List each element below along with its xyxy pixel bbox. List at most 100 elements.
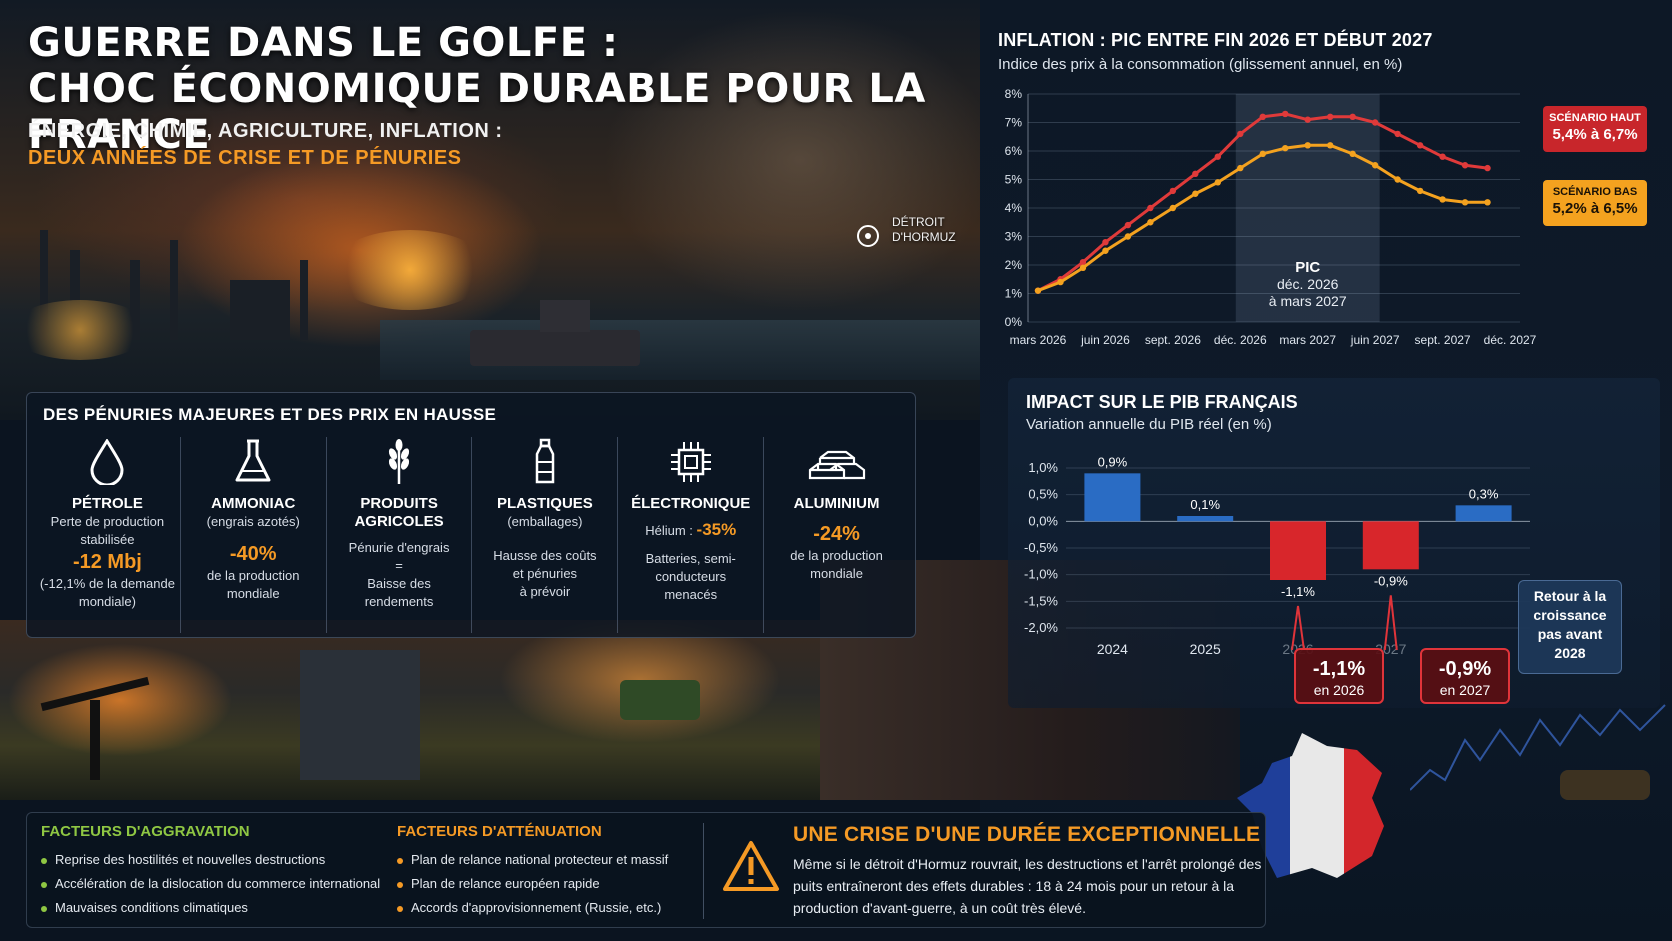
attenuation-item: Plan de relance européen rapide: [397, 872, 668, 896]
oil-tanker-bridge: [540, 300, 590, 332]
chip-icon: [618, 437, 763, 487]
scenario-high-point: [1124, 221, 1132, 229]
scenario-high-badge: SCÉNARIO HAUT 5,4% à 6,7%: [1543, 106, 1647, 152]
electronics-line-2: conducteurs: [655, 569, 727, 584]
y-tick-label: 8%: [1005, 87, 1023, 101]
fire-glow: [330, 230, 490, 310]
scenario-low-range: 5,2% à 6,5%: [1552, 200, 1638, 217]
scenario-low-point: [1192, 190, 1199, 197]
shortages-panel: DES PÉNURIES MAJEURES ET DES PRIX EN HAU…: [26, 392, 916, 638]
scenario-high-point: [1147, 204, 1154, 212]
return-to-growth-box: Retour à la croissance pas avant 2028: [1518, 580, 1622, 674]
aluminium-value: -24%: [813, 523, 860, 545]
x-tick-label: déc. 2026: [1214, 333, 1267, 347]
aggravation-title: FACTEURS D'AGGRAVATION: [41, 823, 250, 840]
oil-value: -12 Mbj: [72, 551, 142, 573]
gdp-bar-2026: [1270, 521, 1326, 580]
electronics-name: ÉLECTRONIQUE: [631, 495, 751, 512]
y-tick-label: 1%: [1005, 287, 1023, 301]
gulf-map-area: [600, 0, 1020, 360]
scenario-high-point: [1304, 116, 1311, 123]
refinery-tower: [130, 260, 140, 340]
scenario-low-point: [1304, 142, 1311, 149]
shortage-oil: PÉTROLE Perte de production stabilisée -…: [35, 437, 180, 633]
scenario-high-point: [1079, 258, 1087, 266]
y-tick-label: 6%: [1005, 144, 1023, 158]
scenario-high-point: [1349, 113, 1356, 120]
title-line-2: CHOC ÉCONOMIQUE DURABLE POUR LA FRANCE: [28, 66, 926, 158]
attenuation-item: Plan de relance national protecteur et m…: [397, 848, 668, 872]
divider: [703, 823, 704, 919]
scenario-low-point: [1461, 199, 1469, 206]
scenario-low-point: [1034, 287, 1042, 294]
gdp-chart-title: IMPACT SUR LE PIB FRANÇAIS: [1026, 392, 1298, 412]
callout-pointer: [1383, 595, 1398, 651]
scenario-low-point: [1124, 233, 1132, 240]
x-tick-label: juin 2026: [1080, 333, 1130, 347]
scenario-low-point: [1416, 187, 1424, 195]
callout-2026-value: -1,1%: [1312, 658, 1366, 680]
refinery-tank: [230, 280, 290, 340]
helium-label: Hélium :: [645, 523, 693, 538]
title-line-1: GUERRE DANS LE GOLFE :: [28, 20, 619, 66]
factors-band: FACTEURS D'AGGRAVATION Reprise des hosti…: [26, 812, 1266, 928]
y-tick-label: 7%: [1005, 116, 1023, 130]
crisis-title: UNE CRISE D'UNE DURÉE EXCEPTIONNELLE: [793, 823, 1261, 846]
refinery-tower: [300, 260, 308, 340]
return-line-1: Retour à la: [1533, 588, 1607, 604]
ammonia-line-1: de la production: [206, 568, 300, 583]
oil-name: PÉTROLE: [71, 495, 143, 512]
bottle-icon: [472, 437, 617, 487]
scenario-low-point: [1349, 150, 1356, 158]
hormuz-label-line-1: DÉTROIT: [892, 215, 945, 229]
scenario-high-point: [1416, 142, 1424, 149]
scenario-high-point: [1282, 110, 1289, 118]
peak-line-1: déc. 2026: [1277, 276, 1339, 292]
gdp-bar-2024: [1084, 473, 1141, 522]
chemical-plant: [300, 650, 420, 780]
agri-line-2: =: [395, 558, 403, 573]
gdp-bar-2027: [1362, 521, 1419, 570]
crisis-text: Même si le détroit d'Hormuz rouvrait, le…: [793, 856, 1262, 916]
return-line-3: pas avant: [1537, 626, 1603, 642]
attenuation-factors: FACTEURS D'ATTÉNUATION Plan de relance n…: [397, 823, 668, 920]
aluminium-line-1: de la production: [790, 548, 883, 563]
helium-value: -35%: [696, 520, 737, 539]
aggravation-item: Mauvaises conditions climatiques: [41, 896, 380, 920]
shortage-aluminium: ALUMINIUM -24% de la production mondiale: [763, 437, 909, 633]
electronics-line-3: menacés: [664, 587, 718, 602]
x-tick-label: 2024: [1097, 641, 1128, 657]
scenario-high-point: [1102, 239, 1109, 246]
plastics-line-3: à prévoir: [519, 584, 571, 599]
tractor: [620, 680, 700, 720]
pumpjack-leg: [90, 700, 100, 780]
scenario-high-point: [1326, 113, 1334, 120]
scenario-high-title: SCÉNARIO HAUT: [1549, 112, 1641, 124]
x-tick-label: mars 2027: [1279, 333, 1336, 347]
main-title: GUERRE DANS LE GOLFE : CHOC ÉCONOMIQUE D…: [28, 20, 928, 158]
refinery-tower: [70, 250, 80, 340]
scenario-high-point: [1371, 119, 1379, 126]
plastics-name: PLASTIQUES: [496, 495, 593, 512]
x-tick-label: sept. 2026: [1145, 333, 1201, 347]
scenario-low-point: [1147, 219, 1154, 226]
aluminium-line-2: mondiale: [810, 566, 863, 581]
y-tick-label: -1,5%: [1024, 593, 1058, 608]
scenario-low-point: [1439, 196, 1446, 203]
peak-label: PIC: [1295, 259, 1320, 276]
y-tick-label: 3%: [1005, 230, 1023, 244]
callout-2027-value: -0,9%: [1438, 658, 1492, 680]
gdp-value-label: 0,1%: [1190, 497, 1220, 512]
electronics-line-1: Batteries, semi-: [645, 551, 736, 566]
scenario-high-point: [1169, 187, 1177, 195]
subtitle-line-1: ÉNERGIE, CHIMIE, AGRICULTURE, INFLATION …: [28, 120, 503, 142]
plastics-qualifier: (emballages): [507, 514, 583, 529]
y-tick-label: 0%: [1005, 315, 1023, 329]
y-tick-label: -1,0%: [1024, 567, 1058, 582]
attenuation-item: Accords d'approvisionnement (Russie, etc…: [397, 896, 668, 920]
x-tick-label: juin 2027: [1350, 333, 1400, 347]
plastics-line-1: Hausse des coûts: [493, 548, 597, 563]
scenario-high-point: [1237, 130, 1244, 138]
y-tick-label: 0,0%: [1028, 513, 1058, 528]
fire-glow: [10, 300, 150, 360]
